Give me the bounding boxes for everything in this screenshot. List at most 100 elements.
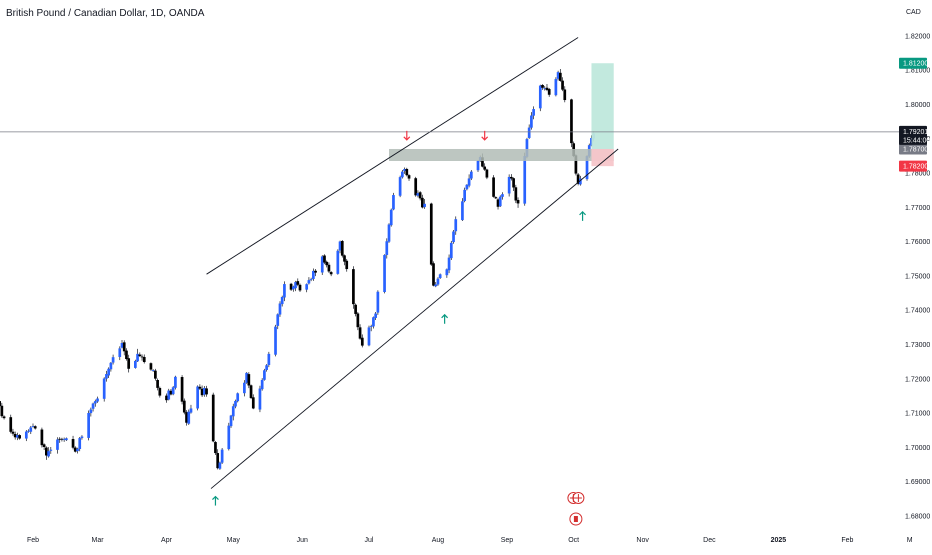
candle-body xyxy=(336,250,340,274)
candle xyxy=(403,167,406,174)
up-arrow-icon xyxy=(441,313,449,324)
candle xyxy=(376,290,380,315)
candle xyxy=(205,385,208,397)
candle-body xyxy=(434,284,438,287)
candle-body xyxy=(96,398,99,402)
candle xyxy=(260,378,264,391)
candle xyxy=(501,192,504,200)
candle-body xyxy=(338,241,342,251)
candle xyxy=(118,346,122,361)
price-tick-label: 1.75000 xyxy=(905,273,930,280)
candle-body xyxy=(545,87,549,91)
candle-body xyxy=(93,401,97,404)
time-tick-label: Oct xyxy=(568,537,579,544)
candle xyxy=(198,384,202,390)
candle xyxy=(0,402,4,418)
candle xyxy=(340,239,344,258)
candle xyxy=(258,385,262,413)
candle-body xyxy=(56,439,59,450)
candle xyxy=(245,372,248,384)
candle xyxy=(151,369,155,373)
candle-body xyxy=(538,85,542,109)
candle xyxy=(383,254,386,294)
candle-body xyxy=(27,430,30,432)
candle xyxy=(167,388,171,401)
candle xyxy=(429,202,433,266)
candle xyxy=(47,447,50,458)
candle-body xyxy=(329,272,333,275)
candle-body xyxy=(258,388,262,410)
candle xyxy=(165,393,168,403)
candle xyxy=(109,362,113,372)
candle xyxy=(492,175,495,198)
price-tick-label: 1.78000 xyxy=(905,171,930,178)
candle xyxy=(45,446,48,460)
candle-body xyxy=(289,283,293,290)
position-profit-zone xyxy=(591,63,614,149)
candle xyxy=(214,441,217,456)
candle-body xyxy=(432,263,435,286)
candle xyxy=(323,254,326,265)
time-tick-label: Aug xyxy=(432,537,445,544)
candle xyxy=(111,354,115,365)
candle-body xyxy=(354,304,357,314)
candle-body xyxy=(138,354,142,357)
candle xyxy=(465,184,469,191)
price-tick-label: 1.81000 xyxy=(905,68,930,75)
time-tick-label: Jun xyxy=(297,537,308,544)
candle xyxy=(532,106,535,120)
candle-body xyxy=(76,448,79,452)
current-price-countdown: 15:44:00 xyxy=(903,137,930,144)
candle-body xyxy=(127,358,131,369)
candle-body xyxy=(385,241,389,255)
candle-body xyxy=(18,435,21,439)
candle-body xyxy=(185,412,188,423)
candle-body xyxy=(372,317,375,327)
candle-body xyxy=(454,219,458,232)
candle-body xyxy=(296,281,300,285)
candle xyxy=(510,174,513,181)
candle xyxy=(298,283,302,292)
candle xyxy=(543,85,547,91)
candle xyxy=(234,399,237,409)
candle-body xyxy=(107,368,110,376)
candle-body xyxy=(140,356,144,358)
resistance-zone xyxy=(389,148,614,161)
candle xyxy=(392,192,395,211)
candle xyxy=(570,98,573,148)
candle xyxy=(89,407,93,417)
price-axis-label: 1.78700 xyxy=(899,143,928,155)
chart-title: British Pound / Canadian Dollar, 1D, OAN… xyxy=(6,8,205,19)
candle-body xyxy=(389,209,393,226)
candle xyxy=(514,184,518,204)
up-arrow-icon xyxy=(579,211,586,221)
candle-body xyxy=(525,139,529,157)
price-label-bg xyxy=(899,160,927,172)
candle-body xyxy=(360,337,364,346)
candle xyxy=(449,240,453,260)
arrow-head xyxy=(481,136,489,141)
candle-body xyxy=(554,79,558,96)
candle xyxy=(418,191,422,201)
candle xyxy=(498,195,502,208)
candle xyxy=(9,414,13,434)
price-tick-label: 1.73000 xyxy=(905,342,930,349)
time-tick-label: Feb xyxy=(841,537,853,544)
candle-body xyxy=(345,260,349,270)
candle-body xyxy=(200,388,204,396)
candle xyxy=(251,394,255,410)
candle-body xyxy=(323,255,326,263)
candle xyxy=(56,437,59,454)
price-label-text: 1.81200 xyxy=(903,61,928,68)
candle-body xyxy=(42,444,46,447)
candle-body xyxy=(91,403,95,409)
arrow-head xyxy=(403,136,411,141)
candle xyxy=(0,401,1,407)
candle-body xyxy=(547,89,551,95)
candle xyxy=(289,282,293,291)
candle-body xyxy=(33,426,37,429)
candle-body xyxy=(325,261,329,266)
candle xyxy=(200,385,204,397)
candle-body xyxy=(231,406,235,417)
